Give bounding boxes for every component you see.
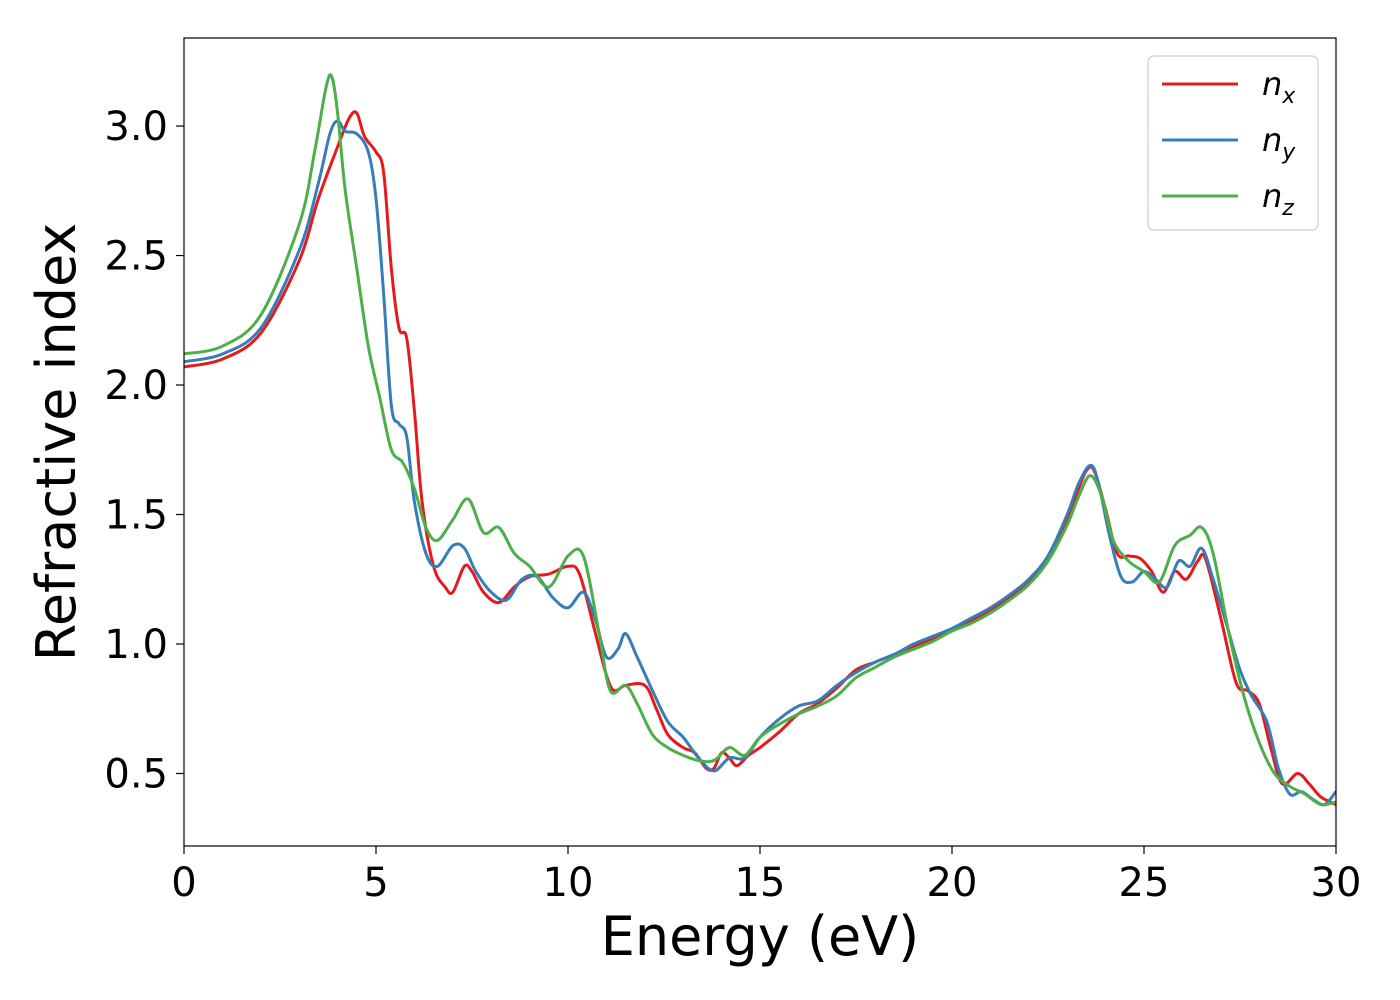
- x-tick-label: 0: [171, 860, 196, 906]
- y-tick-label: 1.0: [104, 622, 168, 668]
- y-tick-label: 1.5: [104, 493, 168, 539]
- x-tick-label: 25: [1119, 860, 1170, 906]
- x-tick-label: 10: [543, 860, 594, 906]
- y-tick-label: 2.5: [104, 234, 168, 280]
- y-axis-title: Refractive index: [25, 223, 88, 662]
- x-axis-title: Energy (eV): [601, 905, 920, 968]
- x-tick-label: 15: [735, 860, 786, 906]
- x-tick-label: 20: [927, 860, 978, 906]
- y-tick-label: 3.0: [104, 104, 168, 150]
- y-tick-label: 0.5: [104, 751, 168, 797]
- x-tick-label: 30: [1311, 860, 1362, 906]
- y-tick-label: 2.0: [104, 363, 168, 409]
- x-tick-label: 5: [363, 860, 388, 906]
